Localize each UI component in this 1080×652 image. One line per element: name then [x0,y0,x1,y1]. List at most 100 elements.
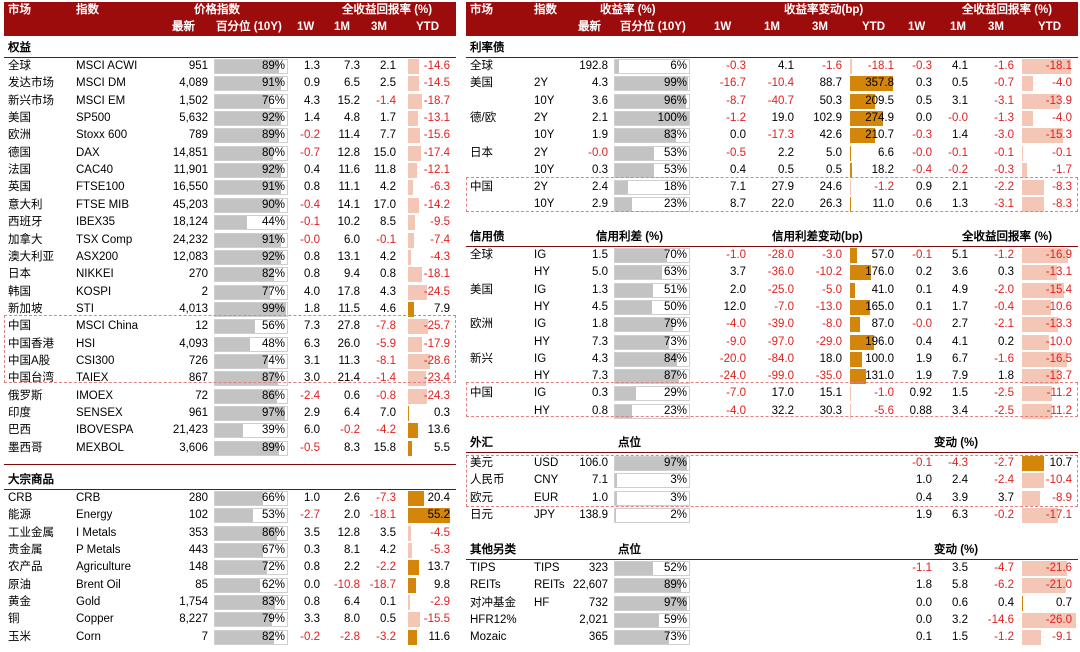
percentile-fill [215,250,282,264]
table-row: 新兴 IG 4.3 84% -20.0 -84.0 18.0 100.0 1.9 6.7 -1.6 -… [466,351,1078,368]
ytd-value: -11.2 [1046,387,1072,400]
return-1w: 3.0 [304,372,320,385]
change-3m: -6.2 [994,579,1014,592]
subheader-1w-b: 1W [908,21,926,33]
percentile-bar [614,630,690,646]
subheader-1w: 1W [297,21,315,33]
return-1w: 0.4 [304,164,320,177]
ytd-bar [1022,334,1049,350]
latest-value: 0.8 [592,404,608,417]
table-row: 欧元 EUR 1.0 3% 0.4 3.9 3.7 -8.9 [466,490,1078,507]
return-3m: -2.5 [994,404,1014,417]
return-1m: 3.4 [952,404,968,417]
latest-value: 11,901 [173,164,208,177]
percentile-bar [614,595,690,611]
market-name: 新兴 [470,352,493,365]
percentile-value: 90% [261,198,285,211]
percentile-value: 66% [261,492,285,504]
return-1w: -0.4 [300,198,320,211]
ytd-value: 13.7 [427,561,450,574]
tenor: 10Y [534,94,555,107]
latest-value: 270 [188,268,208,281]
table-row: HY 7.3 73% -9.0 -97.0 -29.0 196.0 0.4 4.1 0.2 -10.… [466,334,1078,351]
market-name: 农产品 [8,561,43,574]
percentile-value: 97% [261,407,285,419]
change-1m: 2.4 [952,474,968,487]
change-1w: 1.9 [916,508,932,521]
percentile-bar [214,215,288,231]
tenor: 2Y [534,77,549,90]
change-1w: 0.0 [730,129,746,142]
ytd-value: -4.5 [430,526,450,539]
percentile-fill [215,561,267,575]
ytd-value: -13.7 [1045,370,1072,383]
percentile-fill [615,111,689,125]
ytd-value: -8.9 [1052,491,1072,504]
percentile-bar [614,507,690,523]
percentile-bar [214,440,288,456]
change-1m: -40.7 [767,94,794,107]
return-3m: 4.6 [380,302,396,315]
return-3m: -2.2 [376,561,396,574]
return-1m: 11.5 [338,302,360,315]
change-3m: 24.6 [819,181,842,194]
percentile-value: 72% [261,561,285,574]
change-1w: 0.0 [916,596,932,609]
index-name: Corn [76,630,101,643]
return-1w: 1.3 [304,60,320,72]
table-row: 全球 MSCI ACWI 951 89% 1.3 7.3 2.1 -14.6 [4,58,456,75]
ytd-bar [1022,128,1064,144]
percentile-bar [614,317,690,333]
credit-spread-header: 信用利差 (%) [596,231,664,243]
latest-value: 21,423 [172,424,208,437]
change-3m: -5.0 [822,283,842,296]
table-row: 人民币 CNY 7.1 3% 1.0 2.4 -2.4 -10.4 [466,472,1078,489]
return-3m: 3.5 [380,526,396,539]
percentile-fill [615,352,678,366]
tenor: 10Y [534,198,555,211]
ytd-bar [850,162,853,178]
tenor: IG [534,249,547,261]
change-1w: -0.3 [726,60,746,72]
percentile-fill [615,163,655,177]
subheader-latest: 最新 [578,21,601,33]
return-1m: 6.4 [344,596,360,609]
change-1m: -17.3 [767,129,794,142]
change-1w: -1.1 [912,562,932,574]
return-1m: 10.2 [337,216,360,229]
change-3m: -1.6 [822,60,842,72]
ytd-value: -17.9 [423,337,450,350]
asset-name: Mozaic [470,631,507,644]
percentile-value: 87% [663,370,687,383]
ytd-value: -18.1 [1045,60,1072,72]
return-1w: 0.8 [304,596,320,609]
percentile-bar [214,560,288,576]
percentile-fill [215,613,272,627]
return-3m: -3.0 [994,129,1014,142]
latest-value: 7 [201,630,208,643]
table-row: 巴西 IBOVESPA 21,423 39% 6.0 -0.2 -4.2 13.6 [4,422,456,439]
change-1m: 32.2 [771,404,794,417]
asset-name: TIPS [470,562,496,574]
tenor: 10Y [534,163,555,176]
percentile-fill [215,94,270,108]
change-1m: 2.2 [778,146,794,159]
latest-value: 726 [188,354,208,367]
tenor: IG [534,387,547,400]
return-1m: 26.0 [337,337,360,350]
return-1w: 1.9 [916,352,932,365]
percentile-bar [214,525,288,541]
market-name: 美国 [470,283,493,296]
ytd-bar [408,267,422,283]
table-row: 10Y 1.9 83% 0.0 -17.3 42.6 210.7 -0.3 1.4 -3.0 -15… [466,127,1078,144]
index-name: Brent Oil [76,578,121,591]
percentile-bar [214,59,288,74]
change-3m: 5.0 [826,146,842,159]
percentile-fill [215,181,281,195]
index-name: SP500 [76,112,111,125]
section-alts: 其他另类 点位 变动 (%) [466,542,1078,560]
percentile-bar [214,76,288,92]
percentile-value: 83% [261,596,285,609]
change-1m: -4.3 [948,457,968,469]
percentile-bar [614,59,690,74]
